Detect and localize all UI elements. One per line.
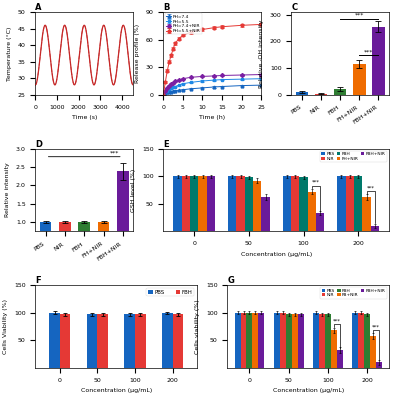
Bar	[87, 314, 97, 368]
Y-axis label: Temperature (°C): Temperature (°C)	[7, 26, 12, 80]
Text: B: B	[163, 3, 170, 12]
Bar	[261, 197, 270, 231]
Bar	[79, 222, 90, 259]
Y-axis label: Release profile (%): Release profile (%)	[135, 24, 140, 83]
Legend: PBS, NIR, FBH, FB+NIR, FBH+NIR: PBS, NIR, FBH, FB+NIR, FBH+NIR	[320, 288, 387, 299]
Bar	[370, 336, 376, 368]
Bar	[162, 313, 173, 368]
Bar	[246, 313, 252, 368]
Bar	[125, 314, 135, 368]
Text: ***: ***	[312, 180, 320, 185]
Bar	[190, 176, 198, 231]
Bar	[292, 314, 298, 368]
Bar	[334, 89, 347, 95]
Legend: PH=7.4, PH=5.5, PH=7.4+NIR, PH=5.5+NIR: PH=7.4, PH=5.5, PH=7.4+NIR, PH=5.5+NIR	[165, 13, 202, 34]
Text: ***: ***	[372, 325, 380, 330]
Bar	[117, 172, 129, 259]
Bar	[173, 314, 183, 368]
Bar	[173, 176, 182, 231]
Text: E: E	[163, 140, 169, 149]
Bar	[98, 222, 109, 259]
Bar	[376, 362, 382, 368]
Bar	[283, 176, 291, 231]
Bar	[228, 176, 236, 231]
Bar	[319, 314, 325, 368]
Text: ***: ***	[367, 186, 375, 190]
Bar	[274, 313, 280, 368]
Y-axis label: Relative ·OH intensity: Relative ·OH intensity	[259, 19, 264, 88]
Y-axis label: Cells viability (%): Cells viability (%)	[195, 299, 200, 354]
Bar	[286, 314, 292, 368]
Bar	[371, 226, 379, 231]
Bar	[182, 176, 190, 231]
Bar	[253, 181, 261, 231]
Bar	[325, 314, 331, 368]
Text: ***: ***	[364, 50, 374, 54]
X-axis label: Time (h): Time (h)	[199, 115, 225, 120]
Text: A: A	[35, 3, 42, 12]
Bar	[40, 222, 51, 259]
Bar	[49, 313, 60, 368]
Bar	[259, 313, 264, 368]
Bar	[315, 94, 327, 95]
Bar	[308, 192, 316, 231]
Y-axis label: Relative intensity: Relative intensity	[5, 163, 10, 217]
Bar	[252, 313, 259, 368]
Y-axis label: GSH level (%): GSH level (%)	[132, 168, 136, 212]
Bar	[331, 330, 337, 368]
Bar	[316, 213, 325, 231]
Bar	[245, 177, 253, 231]
X-axis label: Concentration (µg/mL): Concentration (µg/mL)	[81, 388, 152, 393]
X-axis label: Concentration (µg/mL): Concentration (µg/mL)	[241, 252, 312, 257]
Bar	[354, 176, 362, 231]
Bar	[358, 313, 364, 368]
Bar	[280, 313, 286, 368]
Bar	[207, 176, 215, 231]
Bar	[97, 314, 108, 368]
Bar	[59, 222, 71, 259]
Bar	[362, 197, 371, 231]
Text: F: F	[35, 276, 41, 285]
Bar	[372, 27, 385, 95]
Text: C: C	[291, 3, 298, 12]
Bar	[291, 176, 299, 231]
Bar	[235, 313, 241, 368]
X-axis label: Concentration (µg/mL): Concentration (µg/mL)	[273, 388, 344, 393]
Text: ***: ***	[110, 150, 119, 155]
Text: G: G	[228, 276, 234, 285]
Text: D: D	[35, 140, 42, 149]
Bar	[353, 64, 365, 95]
Bar	[241, 313, 246, 368]
Bar	[313, 313, 319, 368]
Bar	[337, 350, 343, 368]
Legend: PBS, NIR, FBH, FH+NIR, FBH+NIR: PBS, NIR, FBH, FH+NIR, FBH+NIR	[320, 151, 387, 162]
Y-axis label: Cells Viability (%): Cells Viability (%)	[4, 299, 9, 354]
X-axis label: Time (s): Time (s)	[72, 115, 97, 120]
Bar	[236, 176, 245, 231]
Bar	[364, 314, 370, 368]
Bar	[296, 92, 308, 95]
Bar	[135, 314, 145, 368]
Bar	[352, 313, 358, 368]
Bar	[346, 176, 354, 231]
Bar	[299, 177, 308, 231]
Bar	[60, 314, 70, 368]
Bar	[337, 176, 346, 231]
Text: ***: ***	[333, 318, 341, 323]
Legend: PBS, FBH: PBS, FBH	[147, 288, 194, 296]
Bar	[198, 176, 207, 231]
Text: ***: ***	[354, 13, 364, 18]
Bar	[298, 314, 304, 368]
